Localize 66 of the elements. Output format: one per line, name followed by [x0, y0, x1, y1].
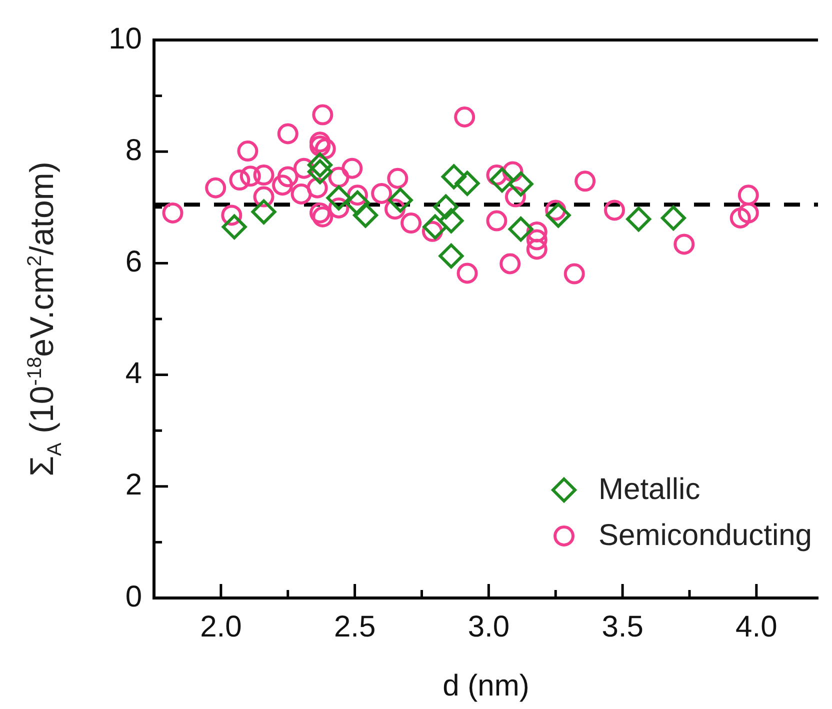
- point: [310, 136, 330, 157]
- point: [738, 184, 759, 206]
- point: [738, 202, 759, 224]
- point: [342, 158, 363, 179]
- point: [441, 164, 466, 190]
- point: [500, 253, 521, 274]
- point: [326, 185, 352, 210]
- point: [237, 140, 258, 162]
- point: [546, 202, 571, 228]
- point: [240, 166, 261, 187]
- point: [674, 234, 695, 255]
- point: [387, 168, 408, 189]
- legend-label: Metallic: [598, 473, 700, 507]
- x-tick-label: 2.0: [200, 610, 242, 644]
- x-tick-label: 2.5: [334, 610, 376, 644]
- point: [272, 174, 294, 196]
- y-tick-label: 8: [125, 134, 142, 167]
- y-tick-label: 6: [125, 245, 142, 278]
- point: [456, 262, 478, 284]
- x-tick-label: 3.5: [602, 610, 644, 644]
- point: [422, 214, 448, 240]
- point: [353, 202, 378, 228]
- point: [312, 206, 334, 228]
- legend-label: Semiconducting: [598, 519, 812, 553]
- y-tick-label: 10: [108, 22, 142, 56]
- point: [205, 177, 226, 198]
- y-tick-label: 2: [125, 468, 142, 502]
- point: [162, 202, 184, 224]
- point: [310, 202, 330, 224]
- point: [574, 170, 596, 192]
- point: [526, 229, 548, 250]
- point: [344, 190, 370, 216]
- point: [222, 214, 247, 240]
- x-tick-label: 3.0: [468, 610, 510, 644]
- point: [312, 104, 334, 126]
- point: [229, 170, 250, 191]
- point: [486, 210, 508, 232]
- point: [660, 206, 686, 230]
- point: [400, 212, 422, 234]
- point: [308, 152, 332, 178]
- point: [626, 206, 652, 232]
- point: [433, 194, 458, 220]
- y-tick-label: 4: [125, 357, 142, 390]
- point: [490, 168, 515, 193]
- point: [508, 171, 534, 196]
- point: [277, 123, 298, 144]
- point: [438, 208, 464, 234]
- x-tick-label: 4.0: [736, 610, 778, 644]
- point: [526, 238, 548, 260]
- y-tick-label: 0: [125, 580, 142, 614]
- point: [251, 199, 276, 224]
- point: [454, 106, 476, 128]
- point: [308, 159, 332, 184]
- point: [730, 208, 751, 228]
- point: [564, 263, 585, 284]
- point: [253, 164, 274, 186]
- point: [438, 243, 464, 268]
- point: [371, 182, 392, 204]
- point: [508, 216, 534, 242]
- point: [454, 170, 480, 196]
- point: [310, 132, 330, 153]
- point: [277, 166, 298, 188]
- point: [604, 200, 626, 221]
- point: [290, 184, 312, 205]
- point: [388, 188, 413, 213]
- x-axis-title: d (nm): [442, 669, 530, 702]
